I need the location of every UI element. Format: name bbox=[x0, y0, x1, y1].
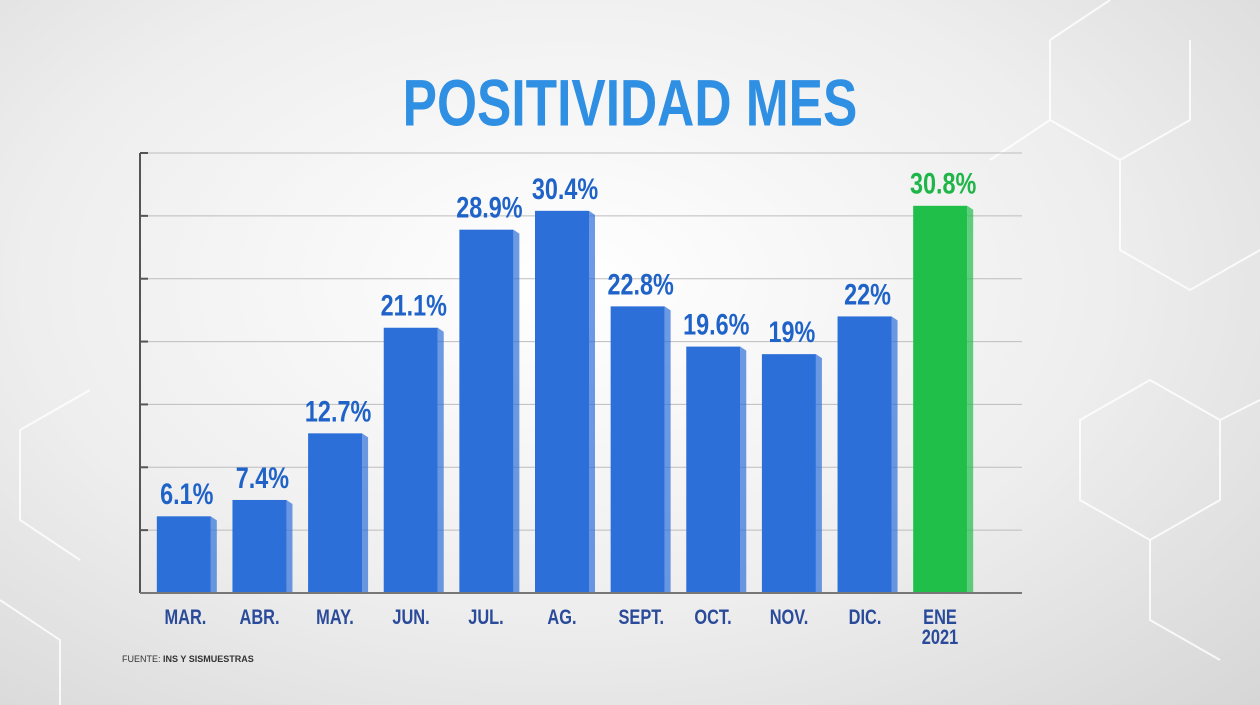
value-label: 22% bbox=[844, 278, 891, 311]
bar-side bbox=[815, 354, 822, 593]
bar-side bbox=[589, 210, 595, 594]
bar-side bbox=[513, 229, 520, 593]
bar bbox=[308, 433, 363, 593]
bar-side bbox=[664, 306, 671, 593]
bar-side bbox=[362, 433, 369, 593]
bar-side bbox=[210, 516, 217, 593]
bar bbox=[913, 205, 968, 594]
bar bbox=[232, 499, 287, 593]
bar-side bbox=[437, 327, 444, 593]
value-label: 12.7% bbox=[305, 395, 371, 428]
x-tick-label: DIC. bbox=[848, 606, 881, 629]
x-tick-label: SEPT. bbox=[618, 606, 664, 629]
value-label: 7.4% bbox=[236, 461, 289, 494]
x-tick-label: ENE 2021 bbox=[921, 606, 959, 649]
source-note: FUENTE: INS Y SISMUESTRAS bbox=[122, 654, 254, 664]
value-label: 19% bbox=[768, 315, 815, 348]
bar-side bbox=[740, 346, 747, 593]
bar bbox=[761, 354, 816, 593]
bar bbox=[535, 210, 589, 594]
bar bbox=[383, 327, 438, 593]
bar bbox=[610, 306, 665, 593]
value-label: 19.6% bbox=[683, 308, 749, 341]
value-label: 22.8% bbox=[607, 268, 673, 301]
x-tick-label: ABR. bbox=[239, 606, 281, 629]
bar-side bbox=[286, 499, 293, 593]
value-label: 30.8% bbox=[910, 167, 976, 200]
x-tick-label: JUL. bbox=[468, 606, 505, 629]
chart-title: POSITIVIDAD MES bbox=[403, 65, 858, 140]
source-text: INS Y SISMUESTRAS bbox=[163, 654, 254, 664]
bar bbox=[156, 516, 211, 593]
bar-side bbox=[967, 205, 974, 594]
value-label: 28.9% bbox=[456, 191, 522, 224]
x-tick-label: OCT. bbox=[694, 606, 732, 629]
x-tick-label: JUN. bbox=[392, 606, 430, 629]
value-label: 30.4% bbox=[532, 172, 598, 205]
source-label: FUENTE: bbox=[122, 654, 161, 664]
value-label: 21.1% bbox=[381, 289, 447, 322]
value-label: 6.1% bbox=[160, 477, 213, 510]
bar bbox=[459, 229, 514, 593]
bar bbox=[837, 316, 892, 593]
x-tick-label: AG. bbox=[547, 606, 577, 629]
bar bbox=[686, 346, 741, 593]
x-tick-label: NOV. bbox=[769, 606, 809, 629]
x-tick-label: MAR. bbox=[164, 606, 207, 629]
x-tick-label: MAY. bbox=[316, 606, 354, 629]
bar-side bbox=[891, 316, 898, 593]
